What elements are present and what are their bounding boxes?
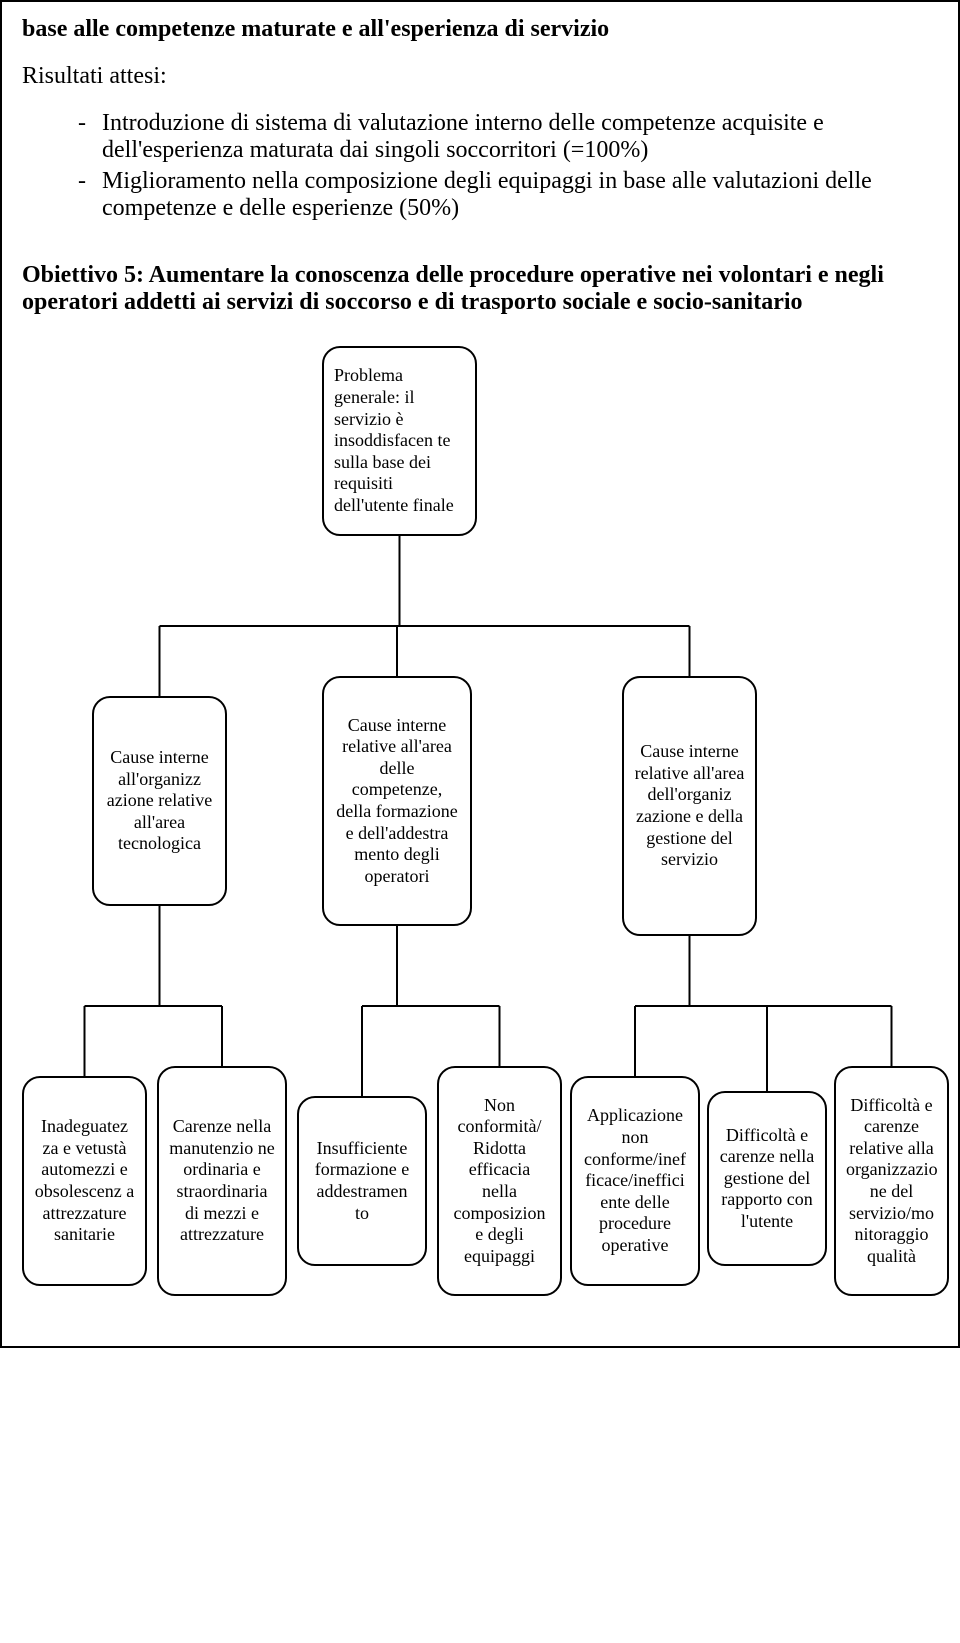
tree-node-m3: Cause interne relative all'area dell'org… (622, 676, 757, 936)
list-dash: - (62, 110, 102, 164)
results-list: -Introduzione di sistema di valutazione … (22, 110, 938, 222)
tree-node-root: Problema generale: il servizio è insoddi… (322, 346, 477, 536)
tree-node-b6: Difficoltà e carenze nella gestione del … (707, 1091, 827, 1266)
tree-node-label: Difficoltà e carenze relative alla organ… (846, 1095, 937, 1268)
tree-node-m1: Cause interne all'organizz azione relati… (92, 696, 227, 906)
tree-node-b3: Insufficiente formazione e addestramen t… (297, 1096, 427, 1266)
page-heading: base alle competenze maturate e all'espe… (22, 16, 938, 43)
tree-node-label: Cause interne all'organizz azione relati… (104, 747, 215, 855)
document-page: base alle competenze maturate e all'espe… (0, 0, 960, 1348)
tree-node-label: Non conformità/ Ridotta efficacia nella … (449, 1095, 550, 1268)
tree-node-label: Cause interne relative all'area dell'org… (634, 741, 745, 871)
tree-node-b4: Non conformità/ Ridotta efficacia nella … (437, 1066, 562, 1296)
problem-tree-diagram: Problema generale: il servizio è insoddi… (22, 346, 938, 1326)
tree-node-b1: Inadeguatez za e vetustà automezzi e obs… (22, 1076, 147, 1286)
list-text: Miglioramento nella composizione degli e… (102, 168, 938, 222)
tree-node-label: Difficoltà e carenze nella gestione del … (719, 1125, 815, 1233)
tree-node-b2: Carenze nella manutenzio ne ordinaria e … (157, 1066, 287, 1296)
tree-node-label: Cause interne relative all'area delle co… (334, 715, 460, 888)
tree-node-label: Inadeguatez za e vetustà automezzi e obs… (34, 1116, 135, 1246)
results-subheading: Risultati attesi: (22, 63, 938, 90)
objective-5-heading: Obiettivo 5: Aumentare la conoscenza del… (22, 262, 938, 316)
results-list-item: -Miglioramento nella composizione degli … (62, 168, 938, 222)
list-dash: - (62, 168, 102, 222)
tree-node-label: Insufficiente formazione e addestramen t… (309, 1138, 415, 1224)
results-list-item: -Introduzione di sistema di valutazione … (62, 110, 938, 164)
tree-node-b5: Applicazione non conforme/inef ficace/in… (570, 1076, 700, 1286)
tree-node-label: Applicazione non conforme/inef ficace/in… (582, 1105, 688, 1256)
tree-node-label: Problema generale: il servizio è insoddi… (334, 365, 465, 516)
tree-node-label: Carenze nella manutenzio ne ordinaria e … (169, 1116, 275, 1246)
tree-node-b7: Difficoltà e carenze relative alla organ… (834, 1066, 949, 1296)
tree-node-m2: Cause interne relative all'area delle co… (322, 676, 472, 926)
list-text: Introduzione di sistema di valutazione i… (102, 110, 938, 164)
